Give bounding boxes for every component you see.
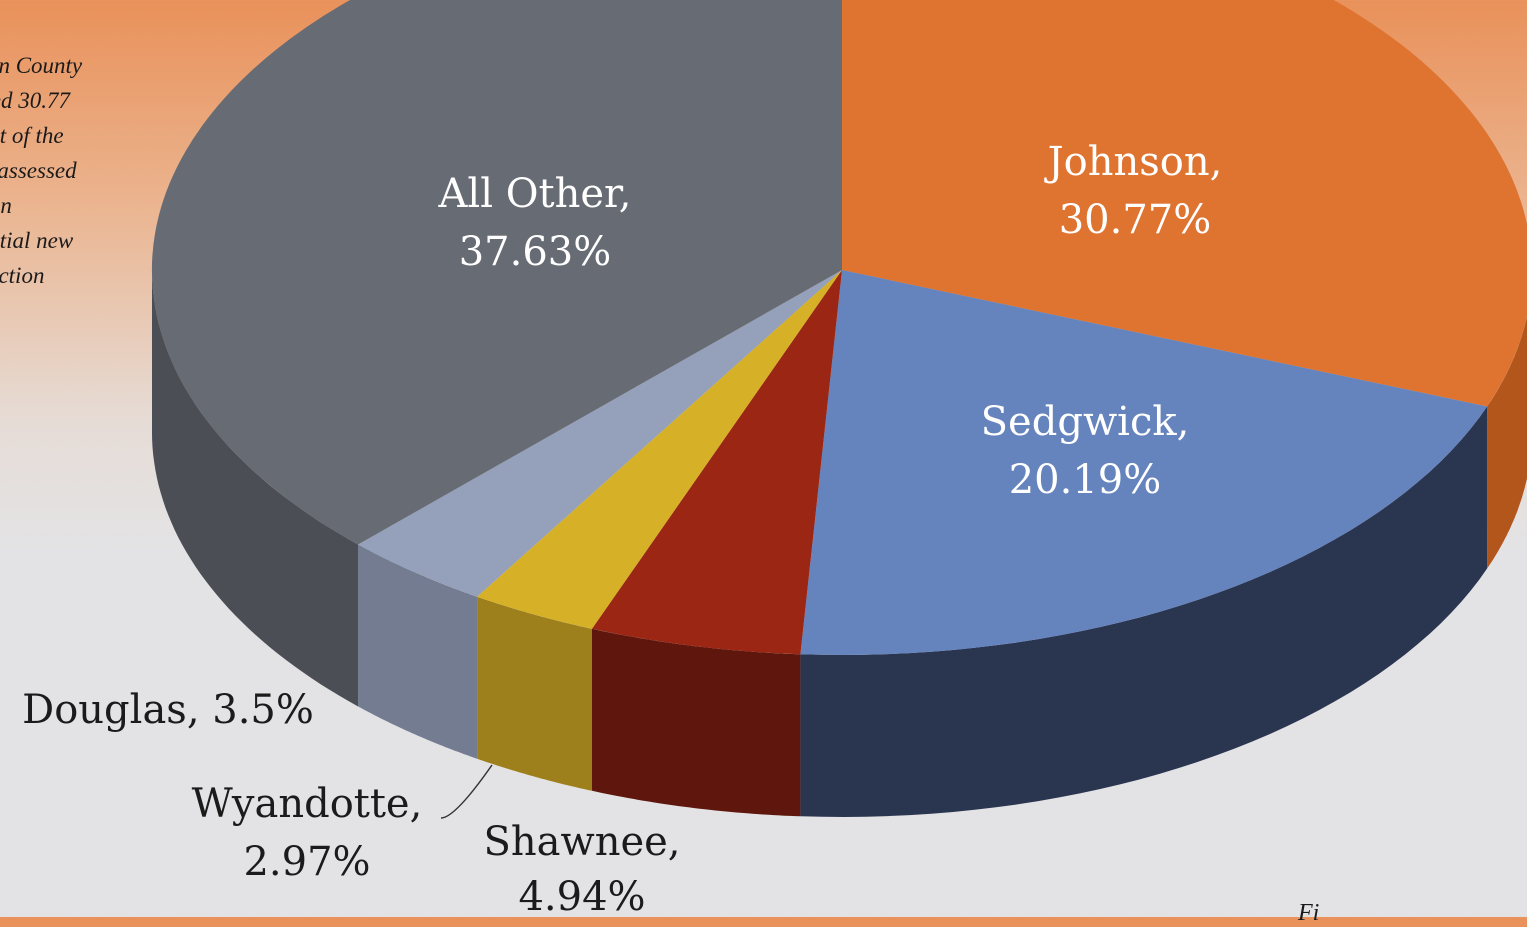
slice-value-shawnee: 4.94% (518, 874, 645, 917)
slice-value-johnson: 30.77% (1059, 197, 1212, 243)
slice-label-wyandotte: Wyandotte, (192, 781, 423, 827)
slice-label-shawnee: Shawnee, (483, 819, 680, 865)
slice-label-johnson: Johnson, (1044, 139, 1223, 185)
slice-label-douglas: Douglas, 3.5% (22, 687, 314, 733)
figure-caption: Fi (1298, 900, 1319, 927)
pie-side-shawnee (592, 629, 800, 817)
slice-value-wyandotte: 2.97% (243, 839, 370, 885)
pie-side-wyandotte (477, 597, 592, 791)
slice-label-all-other: All Other, (438, 171, 632, 217)
slice-label-sedgwick: Sedgwick, (981, 399, 1190, 445)
slice-value-all-other: 37.63% (459, 229, 612, 275)
slice-value-sedgwick: 20.19% (1009, 457, 1162, 503)
wyandotte-leader-line (441, 765, 492, 818)
